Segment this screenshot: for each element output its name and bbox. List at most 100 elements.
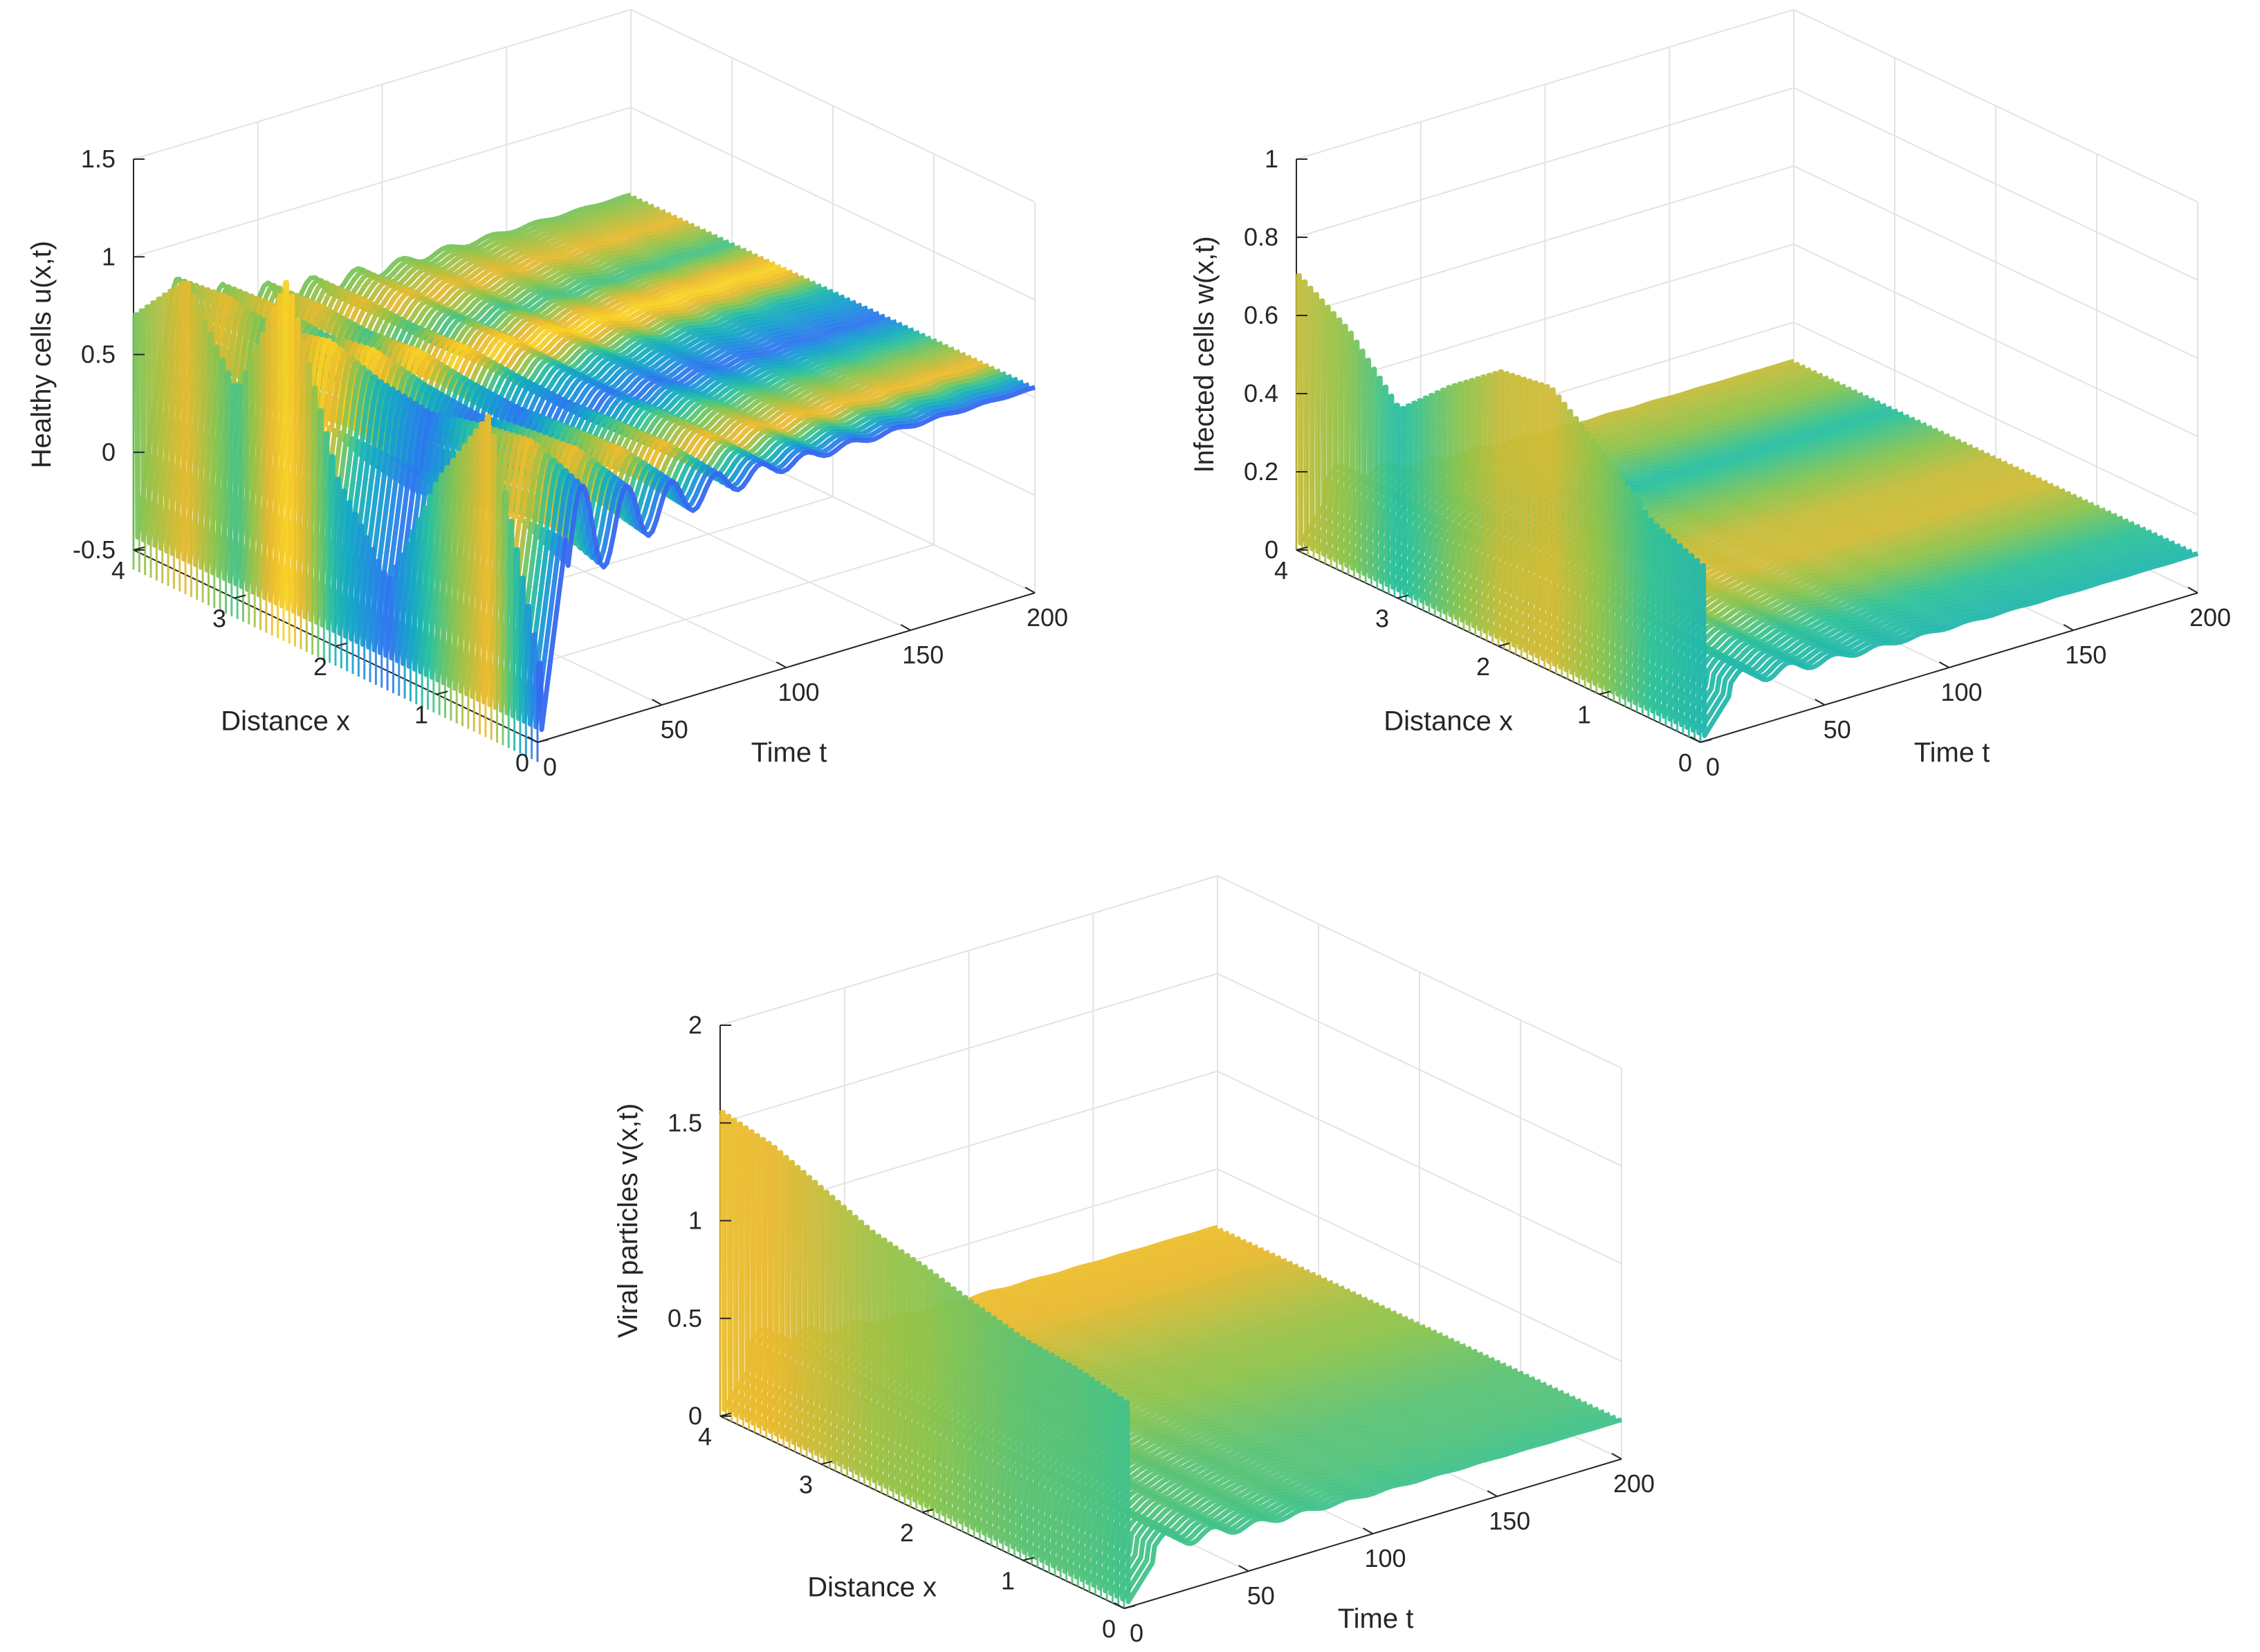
tick-label-x: 4 (111, 556, 125, 585)
tick-label-z: 0.8 (1244, 223, 1278, 251)
zlabel-u: Healthy cells u(x,t) (26, 241, 57, 468)
tick-mark-x (1498, 643, 1510, 647)
gridline-z (719, 874, 1622, 1069)
surface-u (131, 192, 1036, 762)
surface-slice (517, 376, 1018, 724)
tick-mark-t (1363, 1527, 1373, 1534)
tick-label-z: 1.5 (81, 145, 116, 173)
tick-label-x: 3 (212, 605, 226, 633)
tick-mark-t (1611, 1453, 1622, 1460)
tick-mark-t (1487, 1490, 1498, 1497)
tick-label-x: 1 (1577, 701, 1591, 729)
tick-label-x: 0 (1678, 749, 1692, 777)
tick-mark-x (335, 643, 347, 647)
tick-label-x: 0 (515, 749, 529, 777)
tick-mark-t (1815, 699, 1826, 706)
zlabel-v: Viral particles v(x,t) (613, 1103, 643, 1338)
tick-mark-t (652, 699, 663, 706)
tick-mark-x (921, 1509, 934, 1513)
ticks-u: 0 50 100 150 200 0 1 2 3 4-0.5 0 0.5 1 1.5 (73, 145, 1068, 781)
tick-label-t: 150 (902, 641, 944, 669)
surface-slice (1687, 545, 2187, 733)
tick-mark-t (1238, 1565, 1249, 1572)
tick-label-t: 100 (1940, 678, 1982, 706)
tlabel-u: Time t (751, 737, 827, 768)
tick-label-x: 2 (1476, 652, 1490, 681)
tick-mark-x (1397, 594, 1409, 599)
surface-slice (1692, 548, 2193, 735)
tick-label-z: 0.5 (81, 340, 116, 369)
tick-label-t: 150 (1489, 1507, 1530, 1535)
tick-label-x: 3 (1375, 605, 1389, 633)
tick-label-t: 100 (1364, 1544, 1406, 1572)
tick-label-x: 3 (799, 1471, 813, 1499)
surface-slice (1104, 1388, 1606, 1596)
tick-mark-x (537, 739, 549, 743)
tick-label-x: 4 (1274, 556, 1288, 585)
tick-label-z: 0.6 (1244, 301, 1278, 329)
tick-label-t: 50 (661, 715, 688, 744)
surface-slice (1121, 1399, 1622, 1604)
tick-label-t: 50 (1823, 715, 1851, 744)
tick-label-x: 0 (1102, 1615, 1116, 1643)
tick-label-x: 1 (414, 701, 428, 729)
xlabel-v: Distance x (807, 1572, 937, 1603)
zlabel-w: Infected cells w(x,t) (1189, 236, 1220, 472)
tick-label-t: 50 (1247, 1581, 1275, 1610)
tlabel-w: Time t (1914, 737, 1990, 768)
tick-label-z: 0 (688, 1402, 702, 1430)
tick-mark-t (1025, 587, 1036, 594)
xlabel-u: Distance x (221, 706, 350, 737)
tick-label-z: 0.5 (668, 1304, 702, 1332)
gridline-z (719, 973, 1622, 1167)
tick-mark-t (1690, 736, 1701, 743)
tick-label-t: 200 (2189, 603, 2231, 632)
tick-label-t: 0 (1706, 753, 1720, 781)
surface-slice (535, 385, 1036, 733)
tick-label-t: 200 (1613, 1469, 1655, 1498)
tick-mark-t (527, 736, 538, 743)
surface-slice (1110, 1392, 1611, 1599)
tick-mark-t (2187, 587, 2198, 594)
tick-label-z: 2 (688, 1011, 702, 1039)
tick-mark-t (1939, 661, 1949, 668)
tick-label-t: 0 (1130, 1619, 1143, 1647)
surface-slice (1116, 1396, 1617, 1601)
gridline-z (1296, 8, 2198, 203)
tick-label-z: 0.4 (1244, 379, 1278, 407)
tick-mark-x (820, 1460, 833, 1465)
tick-label-z: 0.2 (1244, 457, 1278, 486)
tick-label-t: 150 (2065, 641, 2106, 669)
tick-label-z: 1.5 (668, 1108, 702, 1137)
surface-w (1294, 273, 2198, 742)
tick-label-x: 1 (1001, 1567, 1015, 1595)
tick-label-z: 1 (1265, 145, 1278, 173)
tick-label-z: 0 (102, 438, 116, 466)
gridline-z (133, 8, 1036, 203)
tick-label-x: 4 (698, 1422, 712, 1451)
tlabel-v: Time t (1338, 1604, 1414, 1634)
tick-label-z: -0.5 (73, 535, 116, 564)
tick-mark-x (436, 690, 448, 695)
tick-mark-x (234, 594, 246, 599)
tick-label-t: 200 (1027, 603, 1068, 632)
tick-mark-x (1123, 1605, 1136, 1609)
surface-v (717, 1110, 1622, 1608)
surface-slice (1698, 551, 2198, 738)
gridline-z (1296, 86, 2198, 281)
tick-label-t: 100 (778, 678, 819, 706)
surface-slice (524, 379, 1025, 727)
xlabel-w: Distance x (1384, 706, 1513, 737)
tick-label-z: 0 (1265, 535, 1278, 564)
tick-mark-x (1022, 1557, 1035, 1561)
tick-mark-t (2063, 624, 2074, 631)
tick-mark-t (776, 661, 787, 668)
tick-mark-t (1114, 1602, 1125, 1609)
surface-slice (529, 382, 1030, 730)
tick-label-x: 2 (900, 1518, 914, 1547)
